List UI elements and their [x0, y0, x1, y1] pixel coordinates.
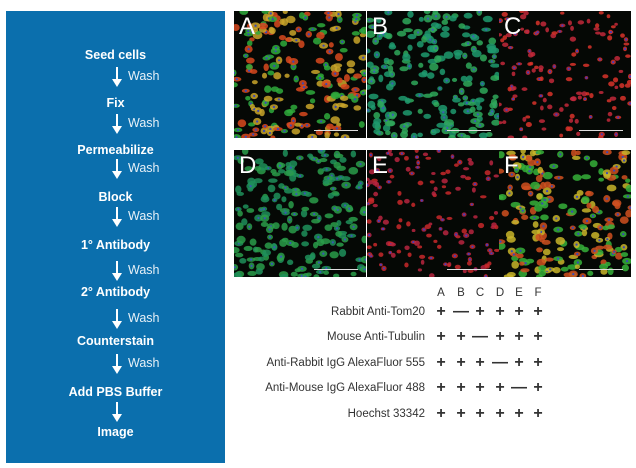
- cells-image: [499, 150, 631, 277]
- row-label: Hoechst 33342: [347, 408, 425, 420]
- column-header: D: [495, 287, 505, 299]
- down-arrow-icon: [112, 261, 122, 281]
- table-cell: +: [475, 354, 485, 371]
- wash-label: Wash: [128, 311, 160, 325]
- cells-image: [367, 150, 499, 277]
- table-cell: +: [495, 379, 505, 396]
- micrograph-panel-e: E: [367, 150, 499, 277]
- down-arrow-icon: [112, 354, 122, 374]
- scale-bar: [447, 130, 491, 131]
- table-cell: —: [492, 354, 508, 371]
- scale-bar: [579, 269, 623, 270]
- panel-label: F: [504, 152, 519, 179]
- workflow-step: 1° Antibody: [80, 238, 151, 252]
- scale-bar: [447, 269, 491, 270]
- table-cell: +: [436, 405, 446, 422]
- table-cell: +: [495, 303, 505, 320]
- table-cell: +: [436, 379, 446, 396]
- panel-label: C: [504, 13, 522, 40]
- table-cell: —: [453, 303, 469, 320]
- column-header: E: [515, 287, 523, 299]
- panel-label: E: [372, 152, 389, 179]
- table-cell: +: [533, 354, 543, 371]
- table-cell: +: [533, 328, 543, 345]
- column-header: B: [457, 287, 465, 299]
- table-cell: +: [533, 379, 543, 396]
- wash-label: Wash: [128, 209, 160, 223]
- table-cell: +: [495, 328, 505, 345]
- wash-label: Wash: [128, 356, 160, 370]
- table-cell: +: [436, 303, 446, 320]
- table-cell: +: [475, 405, 485, 422]
- table-cell: +: [514, 354, 524, 371]
- column-header: C: [475, 287, 485, 299]
- cells-image: [499, 11, 631, 138]
- workflow-step: Permeabilize: [77, 143, 154, 157]
- scale-bar: [314, 130, 358, 131]
- down-arrow-icon: [112, 159, 122, 179]
- workflow-panel: Seed cells Fix Permeabilize Block 1° Antibod…: [6, 11, 225, 463]
- panel-label: D: [239, 152, 257, 179]
- row-label: Anti-Mouse IgG AlexaFluor 488: [265, 382, 425, 394]
- micrograph-panel-c: C: [499, 11, 631, 138]
- scale-bar: [579, 130, 623, 131]
- panel-label: A: [239, 13, 256, 40]
- row-label: Rabbit Anti-Tom20: [331, 306, 425, 318]
- table-cell: +: [475, 379, 485, 396]
- cells-image: [234, 11, 366, 138]
- down-arrow-icon: [112, 309, 122, 329]
- micrograph-panel-a: A: [234, 11, 366, 138]
- table-cell: +: [514, 405, 524, 422]
- row-label: Anti-Rabbit IgG AlexaFluor 555: [266, 357, 425, 369]
- workflow-step: Counterstain: [76, 334, 155, 348]
- wash-label: Wash: [128, 263, 160, 277]
- table-cell: +: [475, 303, 485, 320]
- row-label: Mouse Anti-Tubulin: [326, 331, 425, 343]
- workflow-step: Seed cells: [84, 48, 147, 62]
- wash-label: Wash: [128, 161, 160, 175]
- workflow-step: Add PBS Buffer: [68, 385, 163, 399]
- down-arrow-icon: [112, 114, 122, 134]
- wash-label: Wash: [128, 116, 160, 130]
- table-cell: —: [511, 379, 527, 396]
- table-cell: +: [495, 405, 505, 422]
- table-cell: +: [456, 405, 466, 422]
- micrograph-panel-b: B: [367, 11, 499, 138]
- table-cell: +: [456, 328, 466, 345]
- table-cell: +: [456, 379, 466, 396]
- workflow-step: Block: [98, 190, 133, 204]
- panel-label: B: [372, 13, 389, 40]
- workflow-step: Fix: [106, 96, 125, 110]
- workflow-step: 2° Antibody: [80, 285, 151, 299]
- table-cell: +: [436, 328, 446, 345]
- down-arrow-icon: [112, 67, 122, 87]
- column-header: F: [534, 287, 542, 299]
- cells-image: [367, 11, 499, 138]
- table-cell: +: [514, 328, 524, 345]
- scale-bar: [314, 269, 358, 270]
- micrograph-panel-d: D: [234, 150, 366, 277]
- wash-label: Wash: [128, 69, 160, 83]
- table-cell: +: [533, 303, 543, 320]
- table-cell: +: [456, 354, 466, 371]
- down-arrow-icon: [112, 402, 122, 422]
- table-cell: +: [533, 405, 543, 422]
- workflow-step: Image: [97, 425, 134, 439]
- down-arrow-icon: [112, 207, 122, 227]
- micrograph-panel-f: F: [499, 150, 631, 277]
- column-header: A: [437, 287, 445, 299]
- table-cell: +: [514, 303, 524, 320]
- table-cell: +: [436, 354, 446, 371]
- table-cell: —: [472, 328, 488, 345]
